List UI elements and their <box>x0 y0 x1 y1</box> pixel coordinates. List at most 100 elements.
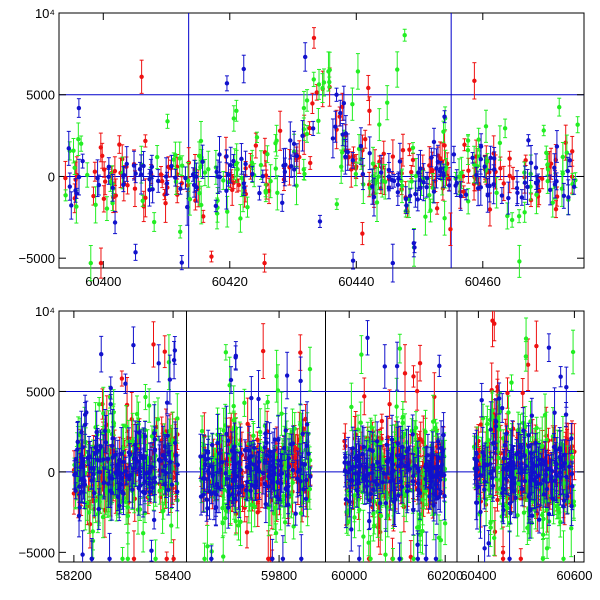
data-point <box>485 446 490 484</box>
data-point <box>429 147 434 168</box>
data-point <box>128 463 134 487</box>
data-point <box>316 68 322 100</box>
data-point <box>390 548 396 562</box>
data-point <box>299 534 304 562</box>
top-panel-frame <box>58 12 585 269</box>
data-point <box>171 340 177 380</box>
data-point <box>248 444 253 481</box>
data-point <box>157 444 162 477</box>
data-point <box>499 187 505 204</box>
data-point <box>430 431 435 480</box>
data-point <box>117 490 122 522</box>
data-point <box>194 171 199 203</box>
data-point <box>490 466 495 490</box>
x-tick-label: 60200 <box>427 568 463 583</box>
data-point <box>504 441 510 496</box>
data-point <box>378 154 384 191</box>
data-point <box>107 532 112 562</box>
data-point <box>89 471 94 490</box>
data-point <box>238 204 243 233</box>
data-point <box>78 135 84 152</box>
data-point <box>465 135 471 166</box>
data-point <box>519 189 525 206</box>
data-point <box>417 466 423 520</box>
data-point <box>547 174 553 206</box>
data-point <box>169 154 174 178</box>
data-point <box>413 411 419 445</box>
data-point <box>389 459 394 502</box>
data-point <box>85 485 90 521</box>
data-point <box>88 245 93 282</box>
data-point <box>482 525 487 562</box>
top-panel: 60400 60420 60440 60460 −5000 0 5000 10⁴ <box>18 6 585 289</box>
data-point <box>245 462 250 502</box>
data-point <box>554 130 560 163</box>
data-point <box>291 130 297 157</box>
data-point <box>526 134 531 147</box>
data-point <box>224 171 229 210</box>
data-point <box>363 129 368 149</box>
data-point <box>461 185 466 199</box>
data-point <box>487 169 492 203</box>
data-point <box>224 149 229 164</box>
data-point <box>534 465 539 489</box>
data-point <box>300 120 305 152</box>
data-point <box>310 92 315 114</box>
data-point <box>528 144 534 181</box>
data-point <box>151 212 157 232</box>
data-point <box>474 485 479 521</box>
data-point <box>434 202 440 215</box>
data-point <box>515 494 520 537</box>
data-point <box>150 478 155 497</box>
data-point <box>402 344 408 403</box>
data-point <box>385 85 390 121</box>
data-point <box>202 542 207 562</box>
data-point <box>151 321 156 368</box>
data-point <box>292 152 297 187</box>
data-point <box>101 434 106 485</box>
data-point <box>390 139 396 174</box>
data-point <box>67 141 72 161</box>
data-point <box>474 453 480 468</box>
data-point <box>217 432 222 474</box>
data-point <box>304 89 310 112</box>
data-point <box>387 389 392 419</box>
data-point <box>330 118 336 159</box>
data-point <box>273 523 279 543</box>
data-point <box>359 335 364 374</box>
data-point <box>234 99 239 122</box>
data-point <box>451 145 457 164</box>
data-point <box>164 551 169 562</box>
data-point <box>400 401 406 433</box>
data-point <box>454 169 459 197</box>
data-point <box>228 366 234 394</box>
data-point <box>279 391 284 436</box>
data-point <box>367 136 372 171</box>
data-point <box>278 453 284 479</box>
data-point <box>92 161 98 182</box>
data-point <box>505 377 510 409</box>
data-point <box>131 150 137 181</box>
data-point <box>250 165 255 183</box>
data-point <box>297 140 302 174</box>
data-point <box>179 155 185 176</box>
data-point <box>480 426 485 478</box>
data-point <box>98 431 103 463</box>
data-point <box>288 121 293 160</box>
data-point <box>277 110 283 151</box>
data-point <box>156 169 161 193</box>
data-point <box>257 185 262 201</box>
data-point <box>119 370 125 387</box>
data-point <box>507 494 513 513</box>
data-point <box>343 138 348 175</box>
data-point <box>263 423 268 444</box>
data-point <box>371 177 377 217</box>
data-point <box>254 131 260 144</box>
data-point <box>564 366 569 408</box>
data-point <box>110 438 115 477</box>
data-point <box>542 393 548 437</box>
data-point <box>205 449 211 493</box>
data-point <box>536 505 542 534</box>
data-point <box>138 154 144 195</box>
data-point <box>541 124 546 137</box>
